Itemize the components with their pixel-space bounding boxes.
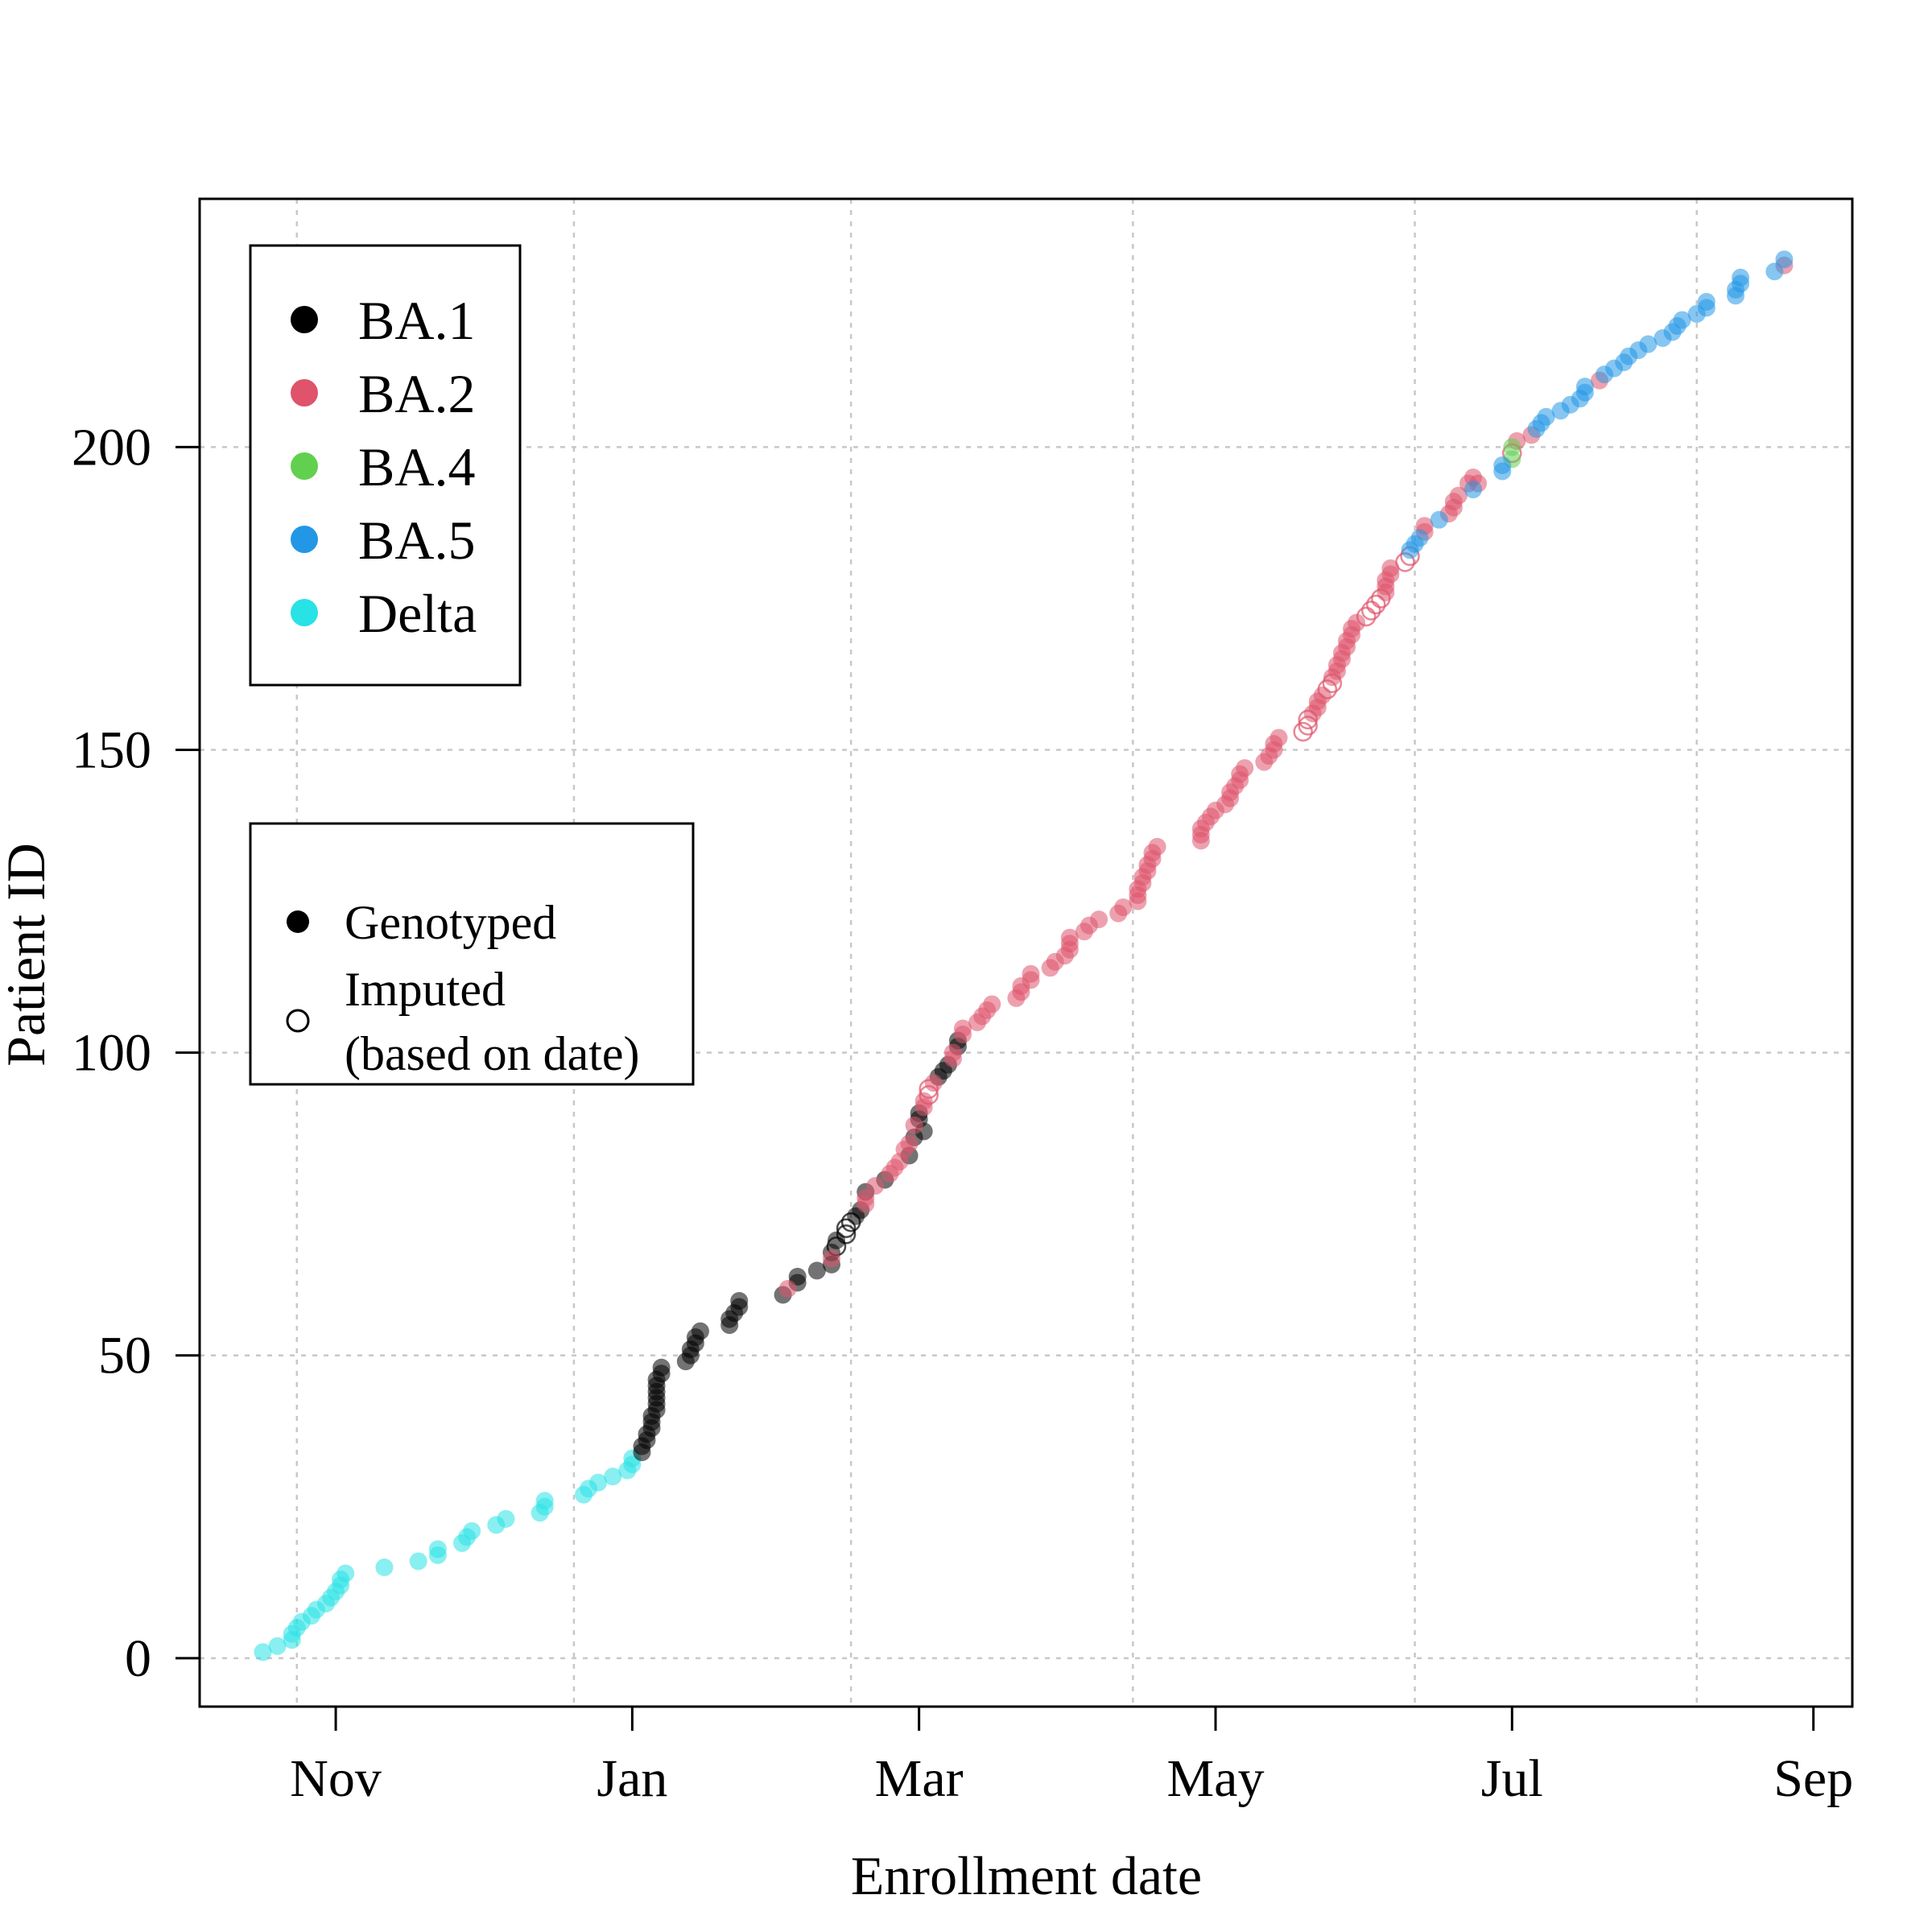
data-point-ba-2 — [983, 995, 1001, 1013]
data-point-ba-2 — [1269, 729, 1288, 747]
y-tick-label-50: 50 — [98, 1327, 151, 1385]
data-point-delta — [535, 1492, 554, 1510]
series-delta — [254, 1449, 642, 1662]
variant-legend: BA.1 BA.2 BA.4 BA.5 Delta — [249, 244, 522, 687]
x-axis: Nov Jan Mar May Jul Sep — [290, 1705, 1853, 1808]
data-point-ba-2 — [857, 1189, 875, 1208]
legend-marker-imputed — [286, 1009, 310, 1033]
legend-label-genotyped: Genotyped — [345, 896, 556, 949]
legend-swatch-ba-5 — [291, 526, 318, 553]
data-point-ba-2 — [914, 1092, 933, 1110]
data-point-ba-5 — [1493, 456, 1512, 474]
data-point-ba-2 — [954, 1019, 972, 1038]
data-point-ba-2 — [943, 1043, 962, 1062]
data-point-ba-2 — [1060, 928, 1079, 947]
data-point-ba-5 — [1575, 378, 1594, 396]
series-ba-2 — [778, 256, 1794, 1298]
data-point-delta — [375, 1558, 394, 1576]
x-tick-label-mar: Mar — [875, 1749, 964, 1808]
data-point-ba-5 — [1537, 407, 1555, 426]
data-point-ba-5 — [1673, 311, 1691, 329]
data-point-ba-2 — [1148, 837, 1166, 856]
data-point-ba-2 — [1236, 759, 1254, 778]
data-point-ba-2 — [1313, 686, 1331, 704]
data-point-ba-2 — [1449, 486, 1468, 505]
data-point-ba-5 — [1410, 529, 1429, 547]
legend-marker-genotyped — [287, 910, 309, 933]
grid-lines — [200, 199, 1852, 1707]
data-point-ba-2 — [866, 1177, 885, 1195]
data-point-delta — [409, 1552, 427, 1571]
data-points — [254, 250, 1794, 1662]
data-point-ba-2 — [924, 1074, 943, 1092]
data-point-ba-2 — [822, 1249, 840, 1268]
data-point-ba-5 — [1430, 510, 1448, 529]
marker-legend: Genotyped Imputed (based on date) — [249, 822, 695, 1086]
data-point-ba-2 — [1114, 898, 1133, 917]
data-point-delta — [497, 1509, 515, 1528]
data-point-ba-5 — [1765, 262, 1784, 281]
data-point-ba-2-imputed — [1356, 606, 1377, 627]
legend-swatch-delta — [291, 599, 318, 626]
data-point-ba-1 — [652, 1358, 671, 1377]
legend-swatch-ba-1 — [291, 306, 318, 333]
data-point-ba-5 — [1732, 268, 1750, 287]
x-tick-label-sep: Sep — [1773, 1749, 1853, 1808]
data-point-ba-5 — [1697, 292, 1715, 311]
data-point-delta — [428, 1540, 447, 1558]
data-point-ba-2 — [1348, 613, 1366, 632]
y-tick-label-100: 100 — [72, 1024, 151, 1083]
legend-label-imputed-line1: Imputed — [345, 963, 506, 1016]
x-axis-title: Enrollment date — [851, 1845, 1202, 1906]
x-tick-label-jul: Jul — [1481, 1749, 1543, 1808]
data-point-ba-2-imputed — [1293, 721, 1313, 742]
data-point-ba-1 — [730, 1292, 749, 1311]
data-point-delta — [604, 1468, 622, 1486]
data-point-delta — [463, 1521, 481, 1540]
x-tick-label-may: May — [1166, 1749, 1264, 1808]
data-point-ba-1 — [788, 1267, 807, 1286]
x-tick-label-jan: Jan — [597, 1749, 667, 1808]
data-point-ba-1-imputed — [836, 1224, 857, 1245]
legend-swatch-ba-2 — [291, 379, 318, 407]
data-point-ba-5 — [1639, 335, 1657, 353]
data-point-ba-1 — [691, 1322, 709, 1340]
data-point-ba-1-imputed — [836, 1218, 857, 1239]
data-point-delta — [589, 1473, 608, 1492]
legend-label-ba-4: BA.4 — [358, 436, 475, 497]
series-ba-5 — [1401, 250, 1794, 559]
marker-legend-box — [249, 822, 695, 1086]
data-point-ba-2 — [1022, 964, 1040, 983]
legend-label-ba-5: BA.5 — [358, 510, 475, 571]
y-tick-label-200: 200 — [72, 418, 151, 477]
data-point-ba-2-imputed — [1360, 601, 1381, 621]
data-point-ba-4 — [1503, 438, 1521, 456]
data-point-ba-2-imputed — [1366, 594, 1386, 615]
legend-label-ba-2: BA.2 — [358, 363, 475, 424]
data-point-ba-5 — [1464, 481, 1483, 499]
y-tick-label-150: 150 — [72, 721, 151, 780]
data-point-ba-2 — [778, 1279, 797, 1298]
legend-label-delta: Delta — [358, 583, 477, 644]
legend-swatch-ba-4 — [291, 452, 318, 480]
data-point-delta — [336, 1564, 355, 1583]
data-point-ba-2 — [905, 1116, 923, 1134]
x-tick-label-nov: Nov — [290, 1749, 382, 1808]
y-axis: 0 50 100 150 200 — [72, 418, 201, 1688]
data-point-ba-5 — [1775, 250, 1794, 269]
y-axis-title: Patient ID — [0, 843, 56, 1067]
legend-label-ba-1: BA.1 — [358, 290, 475, 351]
data-point-delta — [254, 1643, 272, 1662]
y-tick-label-0: 0 — [125, 1629, 151, 1688]
data-point-ba-2 — [900, 1134, 919, 1153]
data-point-ba-2 — [1090, 910, 1108, 929]
data-point-ba-1 — [807, 1261, 826, 1280]
legend-label-imputed-line2: (based on date) — [345, 1027, 640, 1080]
data-point-ba-2 — [1381, 559, 1400, 577]
data-point-delta — [268, 1637, 287, 1655]
